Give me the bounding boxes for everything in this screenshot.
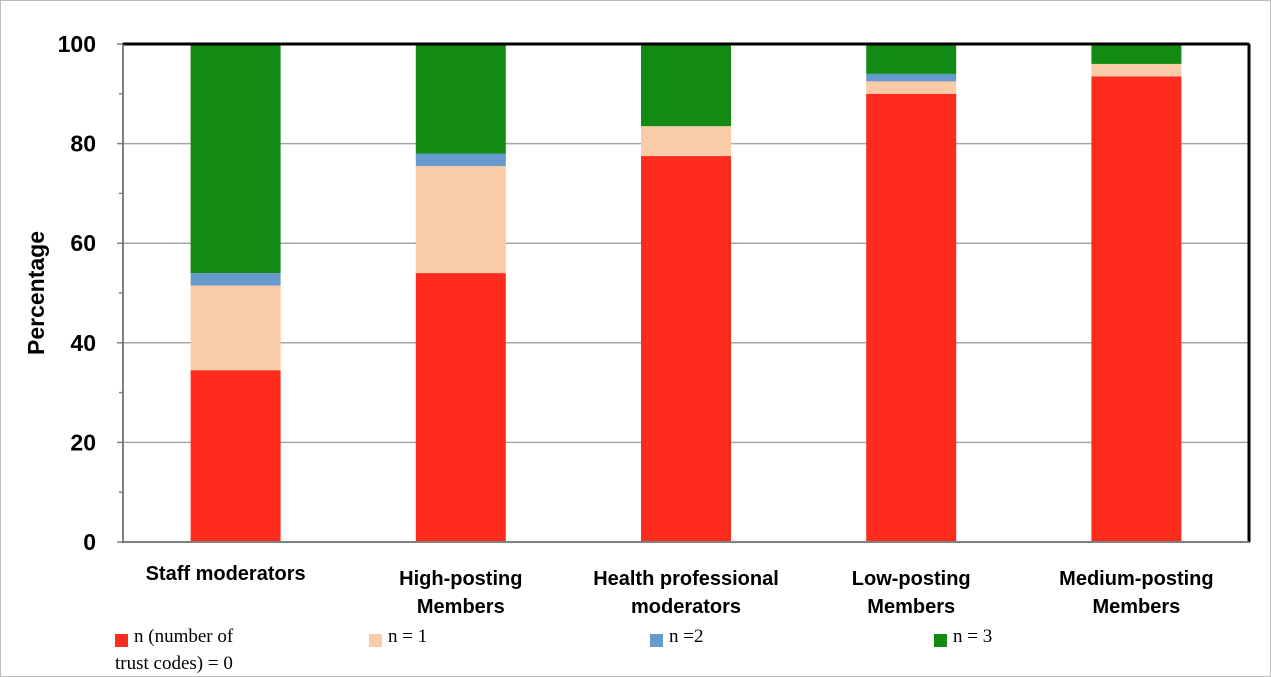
bar-segment xyxy=(1091,44,1182,64)
x-category-label: High-posting Members xyxy=(399,568,522,618)
legend-swatch xyxy=(934,634,947,647)
legend-swatch xyxy=(115,634,128,647)
legend-swatch xyxy=(369,634,382,647)
axes xyxy=(117,42,1251,543)
x-category-labels: Staff moderators High-posting Members Healt… xyxy=(146,563,1214,618)
bar-segment xyxy=(866,73,957,82)
bar-segment xyxy=(190,44,281,274)
bar-segment xyxy=(1091,76,1182,543)
y-tick-label: 40 xyxy=(70,330,96,356)
y-tick-label: 20 xyxy=(70,429,96,455)
bar-segment xyxy=(415,273,506,542)
bars xyxy=(190,44,1182,543)
legend: n (number of trust codes) = 0 n = 1 n =2 n =… xyxy=(115,626,992,674)
bar-segment xyxy=(415,44,506,154)
y-tick-label: 80 xyxy=(70,131,96,157)
bar-segment xyxy=(1091,63,1182,77)
bar-segment xyxy=(190,285,281,371)
bar-segment xyxy=(866,44,957,74)
bar-segment xyxy=(641,44,731,127)
legend-label: n = 1 xyxy=(388,626,427,647)
bar-segment xyxy=(641,156,731,543)
legend-swatch xyxy=(650,634,663,647)
y-tick-label: 0 xyxy=(83,529,96,555)
x-category-label: Health professional moderators xyxy=(593,568,779,618)
y-tick-label: 100 xyxy=(58,31,96,57)
legend-label: n =2 xyxy=(669,626,703,647)
bar-segment xyxy=(415,153,506,167)
legend-label: n = 3 xyxy=(953,626,992,647)
legend-label: n (number of trust codes) = 0 xyxy=(115,626,234,674)
y-axis-label: Percentage xyxy=(23,231,49,355)
y-tick-label: 60 xyxy=(70,230,96,256)
bar-segment xyxy=(190,370,281,542)
x-category-label: Low-posting Members xyxy=(852,568,971,618)
x-category-label: Staff moderators xyxy=(146,563,306,585)
bar-segment xyxy=(641,126,731,157)
y-tick-labels: 0 20 40 60 80 100 xyxy=(58,31,96,555)
x-category-label: Medium-posting Members xyxy=(1059,568,1213,618)
bar-segment xyxy=(190,273,281,286)
bar-segment xyxy=(866,81,957,94)
bar-segment xyxy=(415,166,506,274)
bar-segment xyxy=(866,93,957,543)
